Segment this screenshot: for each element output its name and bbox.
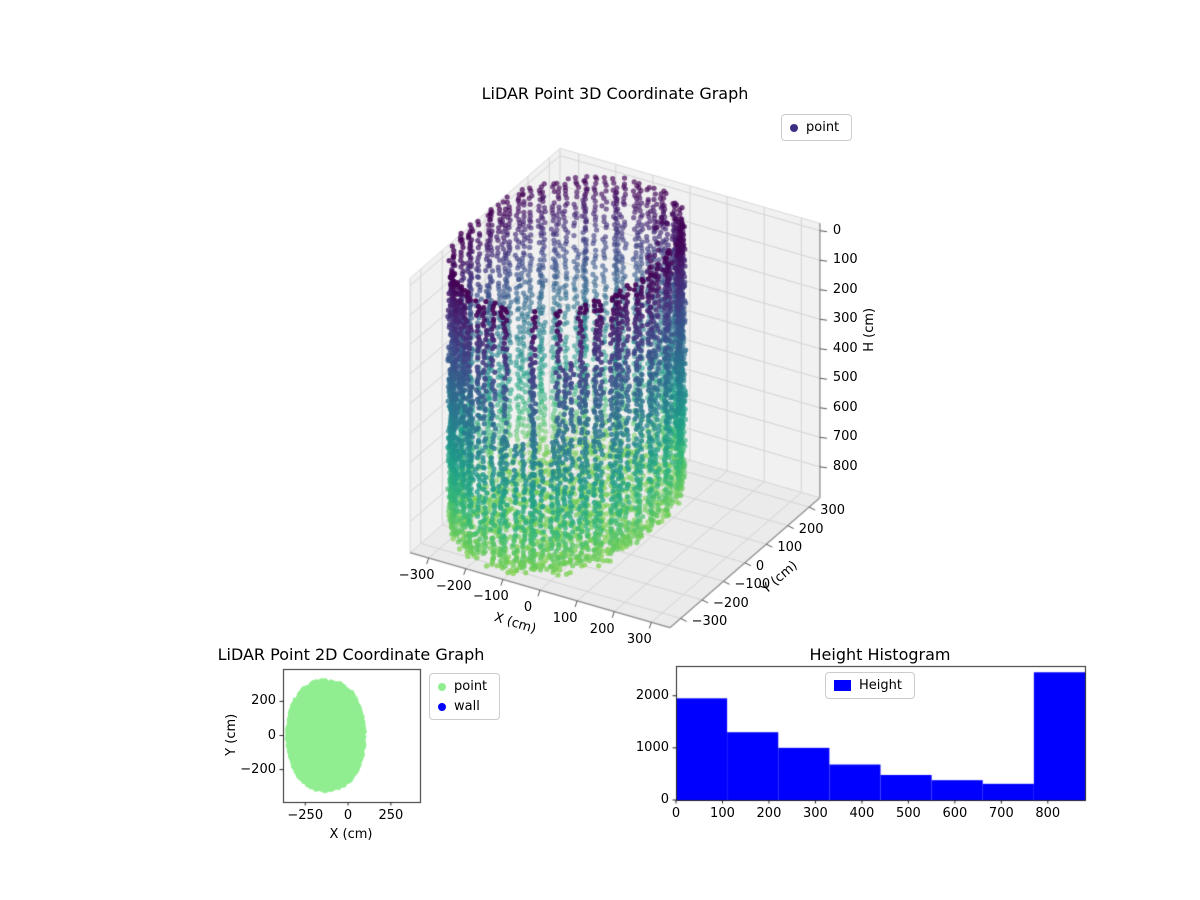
plot3d-z-tick-label: 200: [832, 281, 858, 297]
legend-entry-height: Height: [834, 678, 902, 693]
hist-title: Height Histogram: [809, 645, 951, 664]
plot3d-title: LiDAR Point 3D Coordinate Graph: [481, 84, 749, 103]
point-marker-icon: [438, 682, 446, 691]
plot3d-legend: point: [781, 114, 853, 141]
legend-entry-point2d: point: [438, 679, 487, 694]
legend-entry-wall2d: wall: [438, 699, 487, 714]
plot3d-x-tick-label: 0: [523, 600, 533, 616]
wall-marker-icon: [438, 702, 446, 711]
plot3d-y-tick-label: 200: [798, 521, 824, 537]
plot3d-z-tick-label: 600: [832, 399, 858, 415]
hist-x-tick-label: 800: [1035, 806, 1061, 821]
plot3d-x-tick-label: −300: [398, 568, 435, 584]
legend-label: point: [806, 120, 840, 135]
plot3d-z-tick-label: 400: [832, 340, 858, 356]
plot2d-x-tick-label: 0: [343, 808, 353, 823]
plot2d-xlabel: X (cm): [329, 827, 373, 842]
hist-x-tick-label: 0: [671, 806, 681, 821]
plot2d-title: LiDAR Point 2D Coordinate Graph: [217, 645, 485, 664]
hist-legend: Height: [825, 672, 915, 699]
plot2d-x-tick-label: −250: [287, 808, 324, 823]
plot2d-x-tick-label: 250: [378, 808, 404, 823]
legend-label: point: [454, 679, 488, 694]
plot3d-y-tick-label: −300: [691, 614, 728, 630]
plot3d-y-tick-label: −200: [713, 595, 749, 611]
hist-x-tick-label: 400: [849, 806, 875, 821]
plot3d-x-tick-label: 100: [552, 610, 578, 626]
plot2d-y-tick-label: 200: [251, 693, 276, 709]
plot3d-x-tick-label: 300: [626, 632, 652, 648]
plot3d-z-tick-label: 700: [832, 429, 858, 445]
point-marker-icon: [790, 123, 798, 132]
plot3d-z-tick-label: 800: [832, 458, 858, 474]
hist-y-tick-label: 0: [660, 792, 669, 807]
legend-label: wall: [454, 699, 480, 714]
plot3d-zlabel: H (cm): [862, 307, 878, 352]
legend-entry-point3d: point: [790, 120, 839, 135]
height-bar-marker-icon: [834, 680, 851, 691]
hist-x-tick-label: 600: [942, 806, 968, 821]
plot3d-y-tick-label: −100: [734, 577, 771, 593]
plot3d-x-tick-label: −100: [473, 589, 509, 605]
plot3d-y-tick-label: 100: [777, 540, 803, 556]
plot2d-legend: point wall: [429, 673, 501, 720]
hist-x-tick-label: 200: [756, 806, 782, 821]
hist-x-tick-label: 300: [803, 806, 828, 821]
hist-x-tick-label: 100: [710, 806, 735, 821]
plot3d-z-tick-label: 0: [832, 222, 842, 238]
plot3d-y-tick-label: 0: [755, 558, 765, 574]
plot3d-z-tick-label: 100: [832, 252, 858, 268]
plot2d-y-tick-label: −200: [240, 761, 276, 777]
plot2d-y-tick-label: 0: [267, 727, 276, 743]
plot3d-z-tick-label: 500: [832, 370, 858, 386]
hist-y-tick-label: 1000: [635, 739, 669, 755]
hist-x-tick-label: 500: [895, 806, 921, 821]
plot3d-y-tick-label: 300: [820, 503, 845, 519]
hist-y-tick-label: 2000: [635, 687, 669, 703]
hist-x-tick-label: 700: [988, 806, 1014, 821]
legend-label: Height: [859, 678, 902, 693]
plot3d-x-tick-label: −200: [435, 578, 472, 594]
plot3d-z-tick-label: 300: [832, 311, 858, 327]
plot3d-x-tick-label: 200: [589, 621, 615, 637]
